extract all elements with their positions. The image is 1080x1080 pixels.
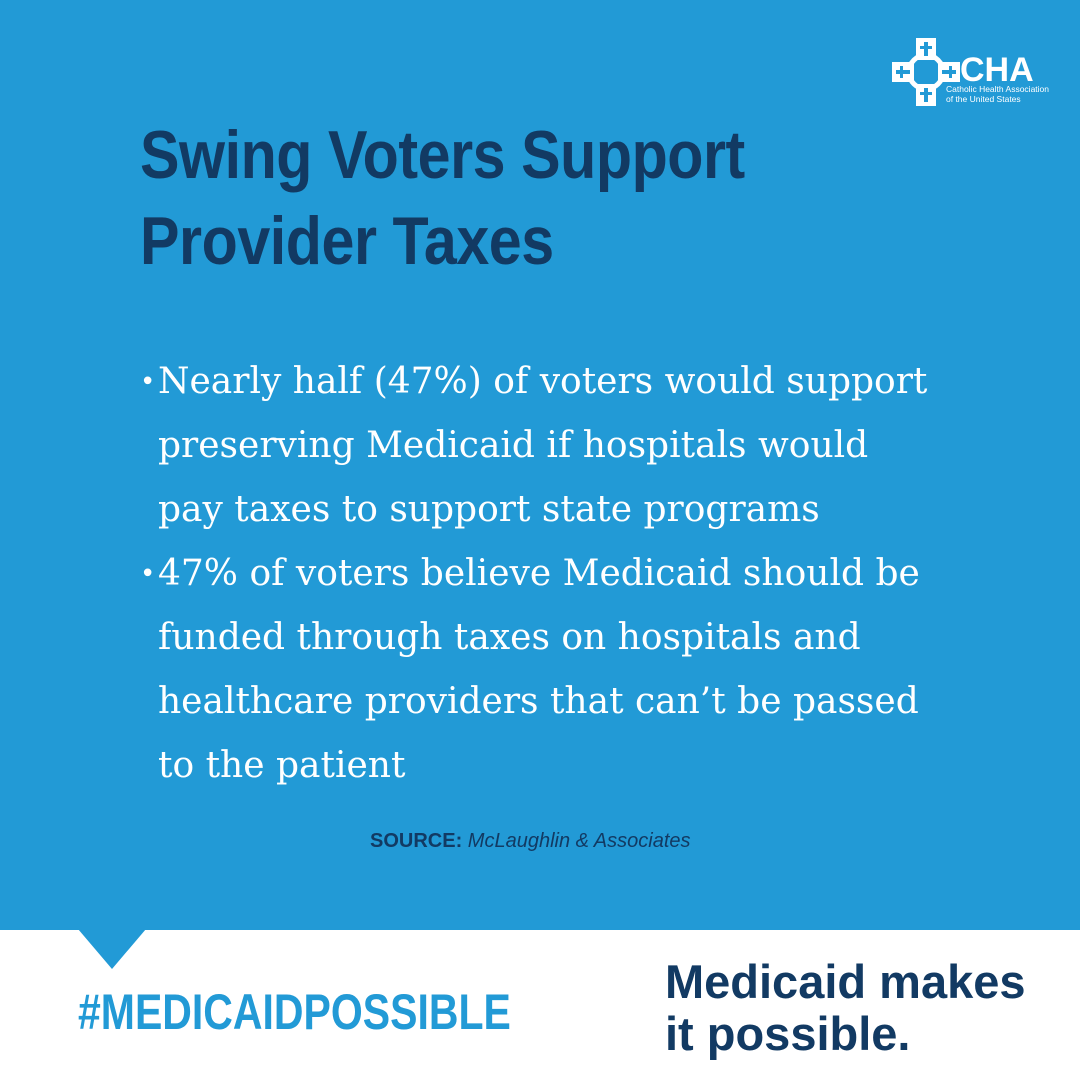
bullet-marker: • bbox=[140, 559, 156, 589]
cha-logo: CHA bbox=[888, 34, 1058, 114]
tagline: Medicaid makes it possible. bbox=[665, 956, 1065, 1060]
page-title: Swing Voters Support Provider Taxes bbox=[140, 112, 801, 284]
source-citation: SOURCE: McLaughlin & Associates bbox=[370, 830, 691, 853]
speech-pointer-triangle bbox=[78, 929, 146, 969]
bullet-line: preserving Medicaid if hospitals would bbox=[158, 425, 869, 466]
bullet-line: Nearly half (47%) of voters would suppor… bbox=[158, 361, 928, 402]
hashtag-text: #MEDICAIDPOSSIBLE bbox=[78, 984, 511, 1040]
tagline-line-2: it possible. bbox=[665, 1007, 911, 1060]
logo-mark-text: CHA bbox=[960, 51, 1034, 89]
cross-circle-logo-icon: CHA bbox=[892, 38, 1034, 106]
source-label: SOURCE: bbox=[370, 830, 463, 852]
title-line-2: Provider Taxes bbox=[140, 203, 554, 279]
bullet-list: • Nearly half (47%) of voters would supp… bbox=[138, 350, 1038, 798]
bullet-line: to the patient bbox=[158, 745, 406, 786]
title-line-1: Swing Voters Support bbox=[140, 117, 745, 193]
tagline-line-1: Medicaid makes bbox=[665, 955, 1026, 1008]
bullet-marker: • bbox=[140, 367, 156, 397]
bullet-line: funded through taxes on hospitals and bbox=[158, 617, 861, 658]
logo-org-line1: Catholic Health Association bbox=[946, 84, 1050, 94]
bullet-line: pay taxes to support state programs bbox=[158, 489, 820, 530]
blue-background-panel bbox=[0, 0, 1080, 930]
source-name: McLaughlin & Associates bbox=[467, 830, 691, 852]
logo-org-name: Catholic Health Association of the Unite… bbox=[946, 84, 1056, 104]
bullet-line: healthcare providers that can’t be passe… bbox=[158, 681, 919, 722]
bullet-item: • 47% of voters believe Medicaid should … bbox=[138, 542, 1038, 798]
logo-org-line2: of the United States bbox=[946, 94, 1021, 104]
bullet-line: 47% of voters believe Medicaid should be bbox=[158, 553, 920, 594]
bullet-item: • Nearly half (47%) of voters would supp… bbox=[138, 350, 1038, 542]
